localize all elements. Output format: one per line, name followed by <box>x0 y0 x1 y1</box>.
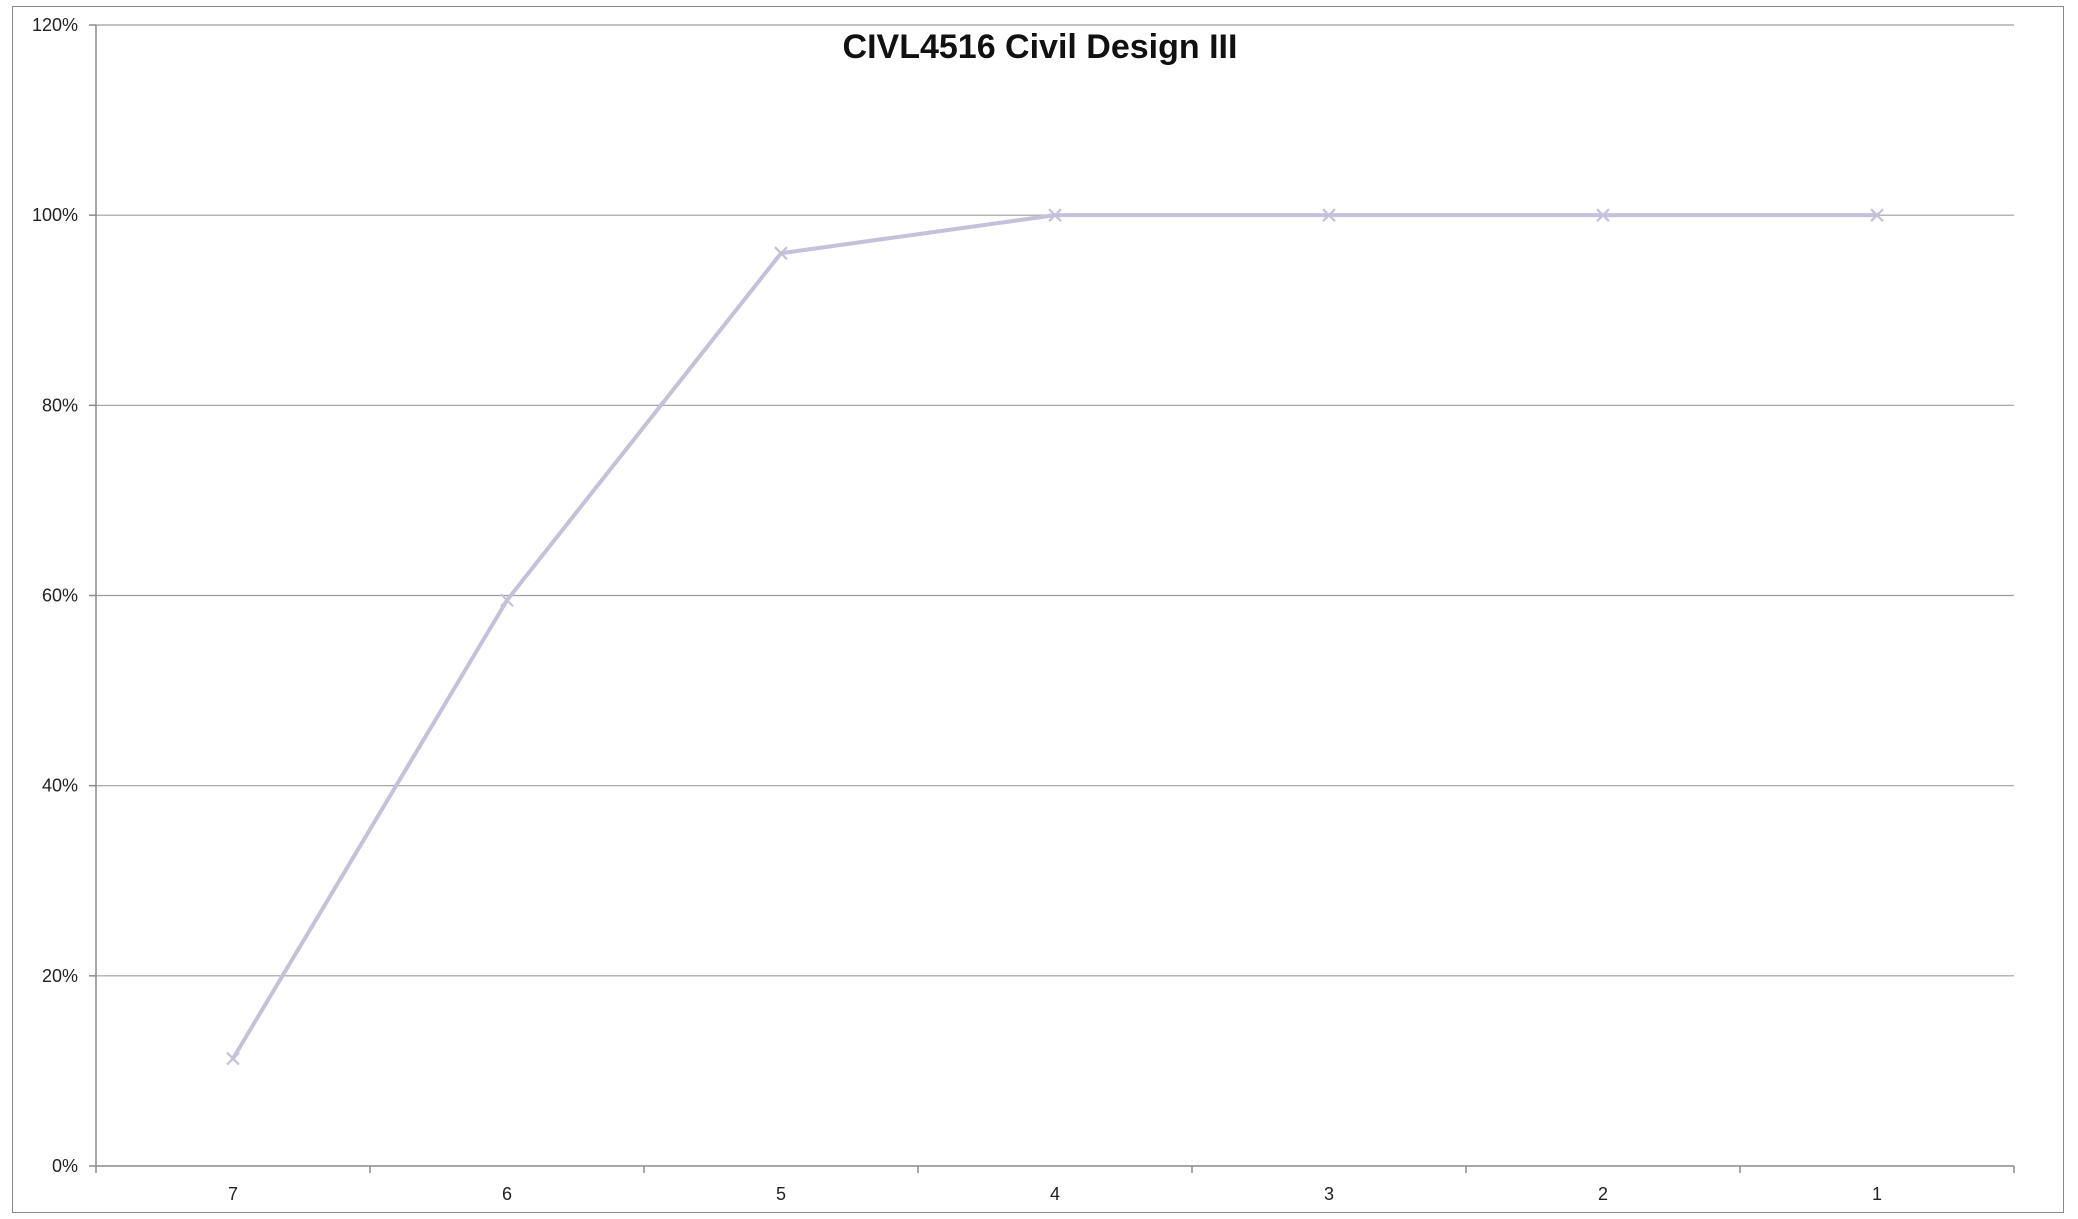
x-tick-label: 5 <box>776 1184 786 1204</box>
series-line <box>231 213 1879 1061</box>
y-tick-label: 80% <box>42 395 78 415</box>
chart-title: CIVL4516 Civil Design III <box>843 28 1238 66</box>
data-point-marker <box>500 593 514 608</box>
y-tick-labels: 0% 20% 40% 60% 80% 100% 120% <box>32 15 78 1176</box>
x-tick-labels: 7 6 5 4 3 2 1 <box>228 1184 1882 1204</box>
y-tick-label: 60% <box>42 586 78 606</box>
data-point-marker <box>1322 208 1336 222</box>
x-tick-label: 6 <box>502 1184 512 1204</box>
grid-lines <box>96 24 2014 977</box>
x-tick-label: 4 <box>1050 1184 1060 1204</box>
y-tick-label: 40% <box>42 776 78 796</box>
y-tick-label: 20% <box>42 966 78 986</box>
series <box>226 208 1884 1066</box>
data-point-marker <box>1596 208 1610 222</box>
x-tick-label: 1 <box>1872 1184 1882 1204</box>
x-tick-label: 3 <box>1324 1184 1334 1204</box>
data-point-marker <box>774 246 788 260</box>
axes <box>89 24 2015 1173</box>
data-point-marker <box>226 1051 240 1066</box>
data-point-marker <box>1048 208 1062 222</box>
y-tick-label: 0% <box>52 1156 78 1176</box>
x-tick-label: 2 <box>1598 1184 1608 1204</box>
data-point-marker <box>1870 208 1884 222</box>
x-tick-label: 7 <box>228 1184 238 1204</box>
y-tick-label: 120% <box>32 15 78 35</box>
y-tick-label: 100% <box>32 205 78 225</box>
chart-frame <box>12 6 2064 1213</box>
